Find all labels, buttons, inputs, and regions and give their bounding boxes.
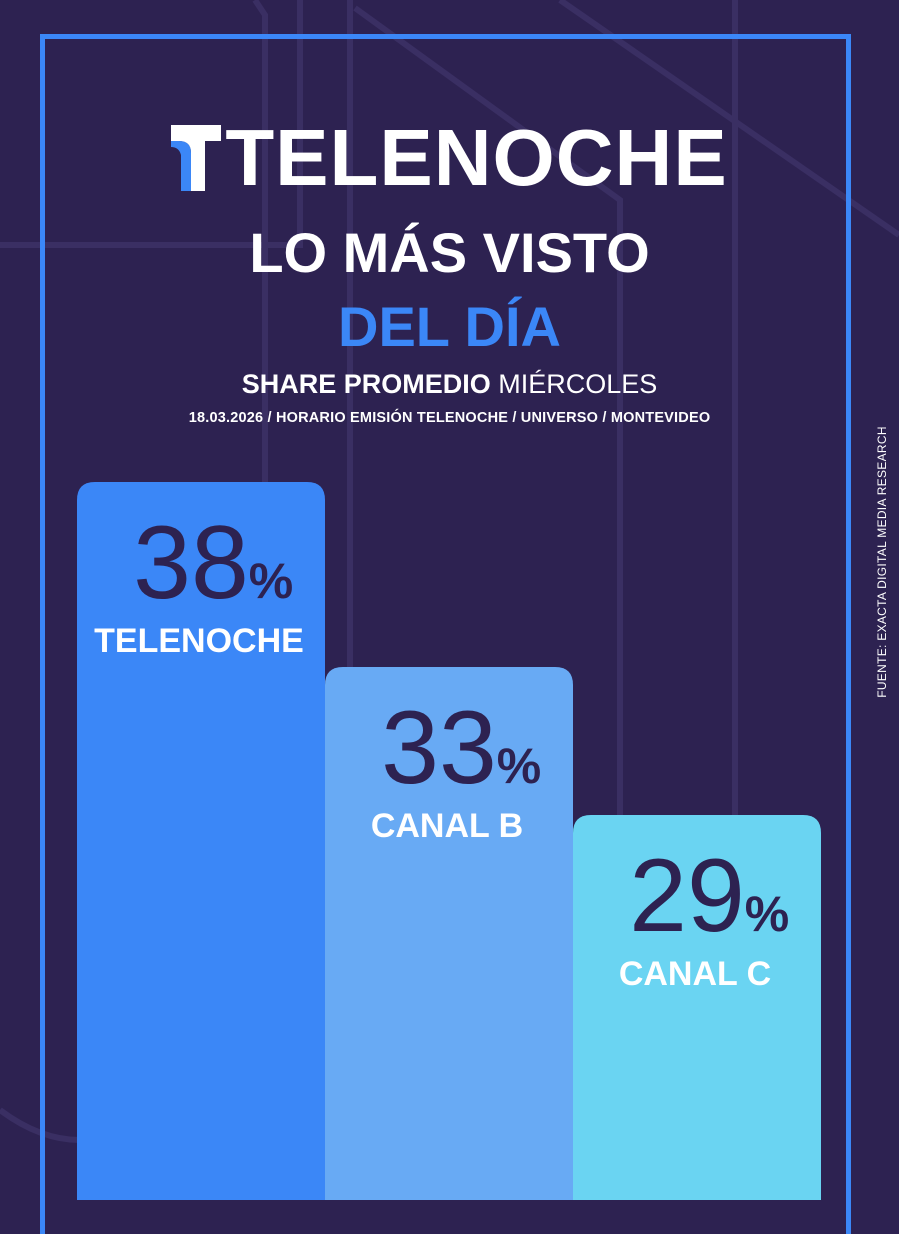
subtitle-day: MIÉRCOLES <box>498 369 658 399</box>
page-title: LO MÁS VISTO <box>249 221 650 284</box>
bar-chart: 38 % TELENOCHE 33 % CANAL B 29 % CANAL C <box>77 482 821 1200</box>
logo-t-icon <box>171 125 222 191</box>
bar-unit: % <box>497 738 541 794</box>
bar-value: 29 <box>629 838 745 954</box>
chart-subtitle: SHARE PROMEDIO MIÉRCOLES <box>0 369 899 400</box>
bar-value: 33 <box>381 690 497 806</box>
bar-value: 38 <box>133 505 249 621</box>
bar-label: CANAL B <box>371 807 523 845</box>
brand-logo: TELENOCHE <box>0 108 899 208</box>
bar-canal-c <box>573 815 821 1200</box>
page-title-highlight: DEL DÍA <box>338 295 561 358</box>
bar-unit: % <box>249 553 293 609</box>
bar-unit: % <box>745 886 789 942</box>
bar-label: TELENOCHE <box>94 622 304 660</box>
brand-name: TELENOCHE <box>225 113 728 202</box>
subtitle-metric: SHARE PROMEDIO <box>241 369 491 399</box>
bar-telenoche <box>77 482 325 1200</box>
bar-canal-b <box>325 667 573 1200</box>
bar-label: CANAL C <box>619 955 771 993</box>
blue-frame <box>40 34 851 1234</box>
chart-details: 18.03.2026 / HORARIO EMISIÓN TELENOCHE /… <box>188 410 711 426</box>
